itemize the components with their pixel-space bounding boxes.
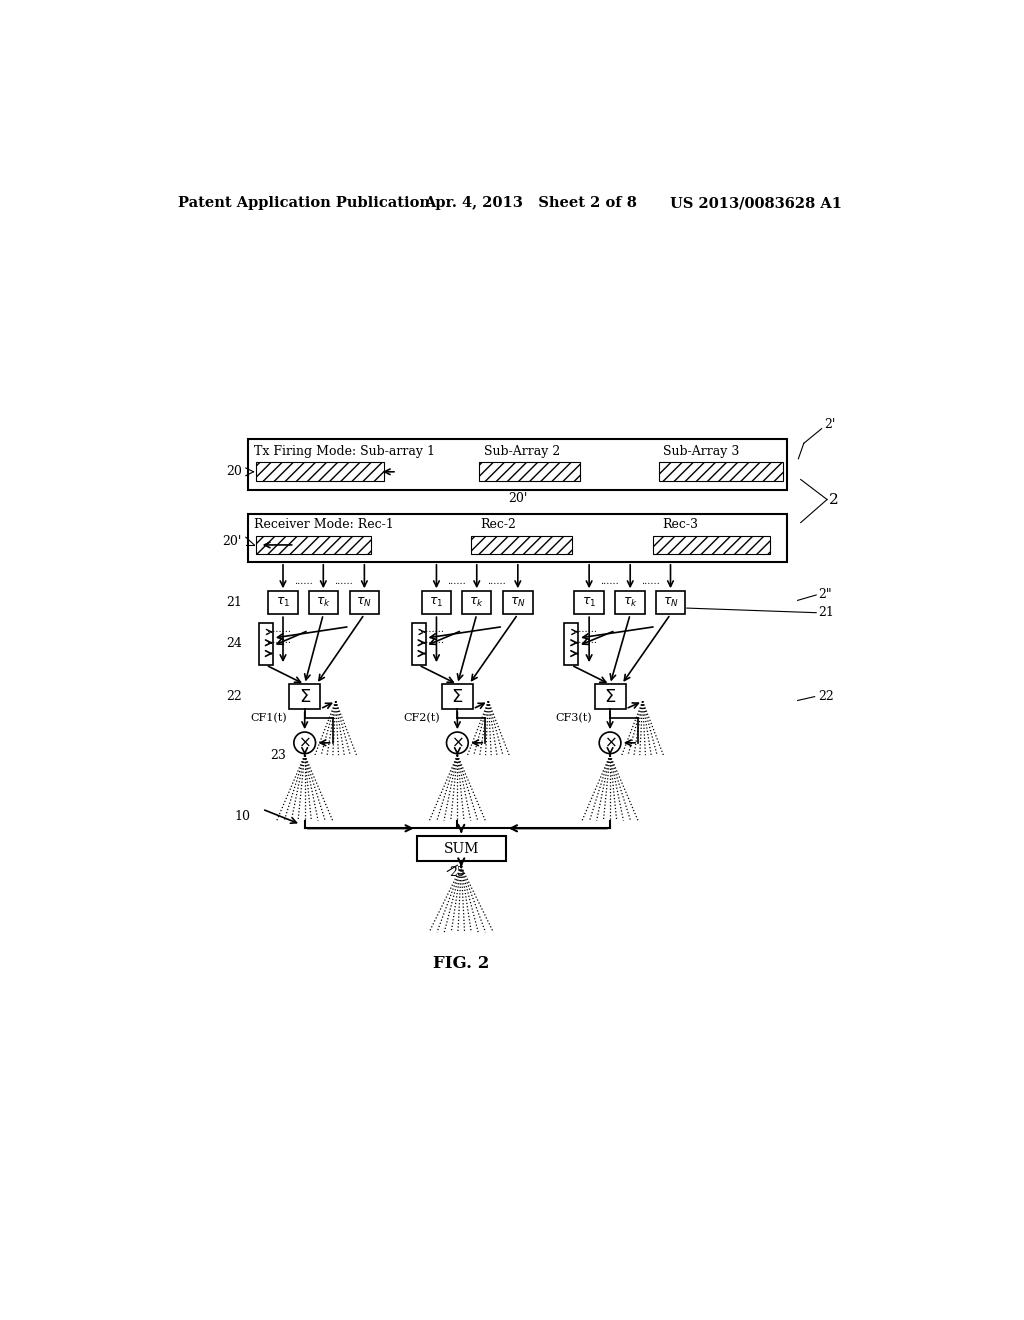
Text: 20': 20' xyxy=(222,535,242,548)
Text: $\tau_N$: $\tau_N$ xyxy=(356,597,373,610)
Text: $\times$: $\times$ xyxy=(298,735,311,750)
Bar xyxy=(256,462,384,480)
Text: ......: ...... xyxy=(600,577,618,586)
Bar xyxy=(248,515,786,562)
Text: 22: 22 xyxy=(818,690,834,704)
Bar xyxy=(422,591,452,614)
Text: $\times$: $\times$ xyxy=(604,735,616,750)
Bar xyxy=(471,536,572,554)
Bar xyxy=(503,591,532,614)
Bar xyxy=(652,536,770,554)
Text: CF1(t): CF1(t) xyxy=(250,713,287,723)
Bar xyxy=(268,591,298,614)
Text: 20': 20' xyxy=(508,492,527,506)
Text: $\tau_1$: $\tau_1$ xyxy=(275,597,290,610)
Text: $\tau_k$: $\tau_k$ xyxy=(623,597,638,610)
Text: Rec-2: Rec-2 xyxy=(480,519,516,532)
Text: 10: 10 xyxy=(234,810,251,824)
Text: ........: ........ xyxy=(266,636,291,645)
Bar xyxy=(462,591,492,614)
Bar xyxy=(615,591,645,614)
Text: $\tau_N$: $\tau_N$ xyxy=(663,597,679,610)
Bar xyxy=(289,684,321,709)
Text: ........: ........ xyxy=(571,636,597,645)
Text: $\tau_1$: $\tau_1$ xyxy=(582,597,596,610)
Bar xyxy=(256,536,371,554)
Text: $\tau_k$: $\tau_k$ xyxy=(469,597,484,610)
Text: 22: 22 xyxy=(226,690,242,704)
Text: Sub-Array 3: Sub-Array 3 xyxy=(663,445,739,458)
Text: 23: 23 xyxy=(270,748,286,762)
Text: ........: ........ xyxy=(419,636,444,645)
Text: Apr. 4, 2013   Sheet 2 of 8: Apr. 4, 2013 Sheet 2 of 8 xyxy=(424,197,637,210)
Bar xyxy=(248,440,786,490)
Text: ......: ...... xyxy=(487,577,506,586)
Text: $\tau_N$: $\tau_N$ xyxy=(510,597,525,610)
Text: $\Sigma$: $\Sigma$ xyxy=(604,688,616,706)
Text: $\tau_k$: $\tau_k$ xyxy=(315,597,331,610)
Text: CF2(t): CF2(t) xyxy=(402,713,439,723)
Text: 2": 2" xyxy=(818,589,831,602)
Text: ........: ........ xyxy=(571,626,597,634)
Text: 21: 21 xyxy=(226,597,242,610)
Text: $\tau_1$: $\tau_1$ xyxy=(429,597,443,610)
Text: 2: 2 xyxy=(829,492,839,507)
Text: 2': 2' xyxy=(824,417,836,430)
Text: 20: 20 xyxy=(226,465,242,478)
Bar xyxy=(574,591,604,614)
Text: $\Sigma$: $\Sigma$ xyxy=(452,688,464,706)
Bar xyxy=(658,462,783,480)
Text: 21: 21 xyxy=(818,606,834,619)
Bar xyxy=(349,591,379,614)
Text: $\Sigma$: $\Sigma$ xyxy=(299,688,311,706)
Text: SUM: SUM xyxy=(443,842,479,855)
Bar xyxy=(479,462,580,480)
Bar xyxy=(417,836,506,862)
Bar xyxy=(595,684,626,709)
Text: US 2013/0083628 A1: US 2013/0083628 A1 xyxy=(671,197,843,210)
Text: 24: 24 xyxy=(226,638,242,651)
Text: Sub-Array 2: Sub-Array 2 xyxy=(484,445,561,458)
Text: CF3(t): CF3(t) xyxy=(556,713,592,723)
Bar xyxy=(308,591,338,614)
Text: ......: ...... xyxy=(334,577,353,586)
Text: FIG. 2: FIG. 2 xyxy=(433,954,489,972)
Text: Rec-3: Rec-3 xyxy=(663,519,698,532)
Text: $\times$: $\times$ xyxy=(451,735,464,750)
Text: ........: ........ xyxy=(266,626,291,634)
Bar xyxy=(564,623,579,665)
Text: 25: 25 xyxy=(450,866,465,879)
Text: Tx Firing Mode: Sub-array 1: Tx Firing Mode: Sub-array 1 xyxy=(254,445,435,458)
Bar xyxy=(412,623,426,665)
Text: ........: ........ xyxy=(419,626,444,634)
Text: ......: ...... xyxy=(641,577,659,586)
Bar xyxy=(259,623,273,665)
Bar xyxy=(442,684,473,709)
Text: Patent Application Publication: Patent Application Publication xyxy=(178,197,430,210)
Text: ......: ...... xyxy=(294,577,312,586)
Bar xyxy=(655,591,685,614)
Text: Receiver Mode: Rec-1: Receiver Mode: Rec-1 xyxy=(254,519,394,532)
Text: ......: ...... xyxy=(447,577,466,586)
